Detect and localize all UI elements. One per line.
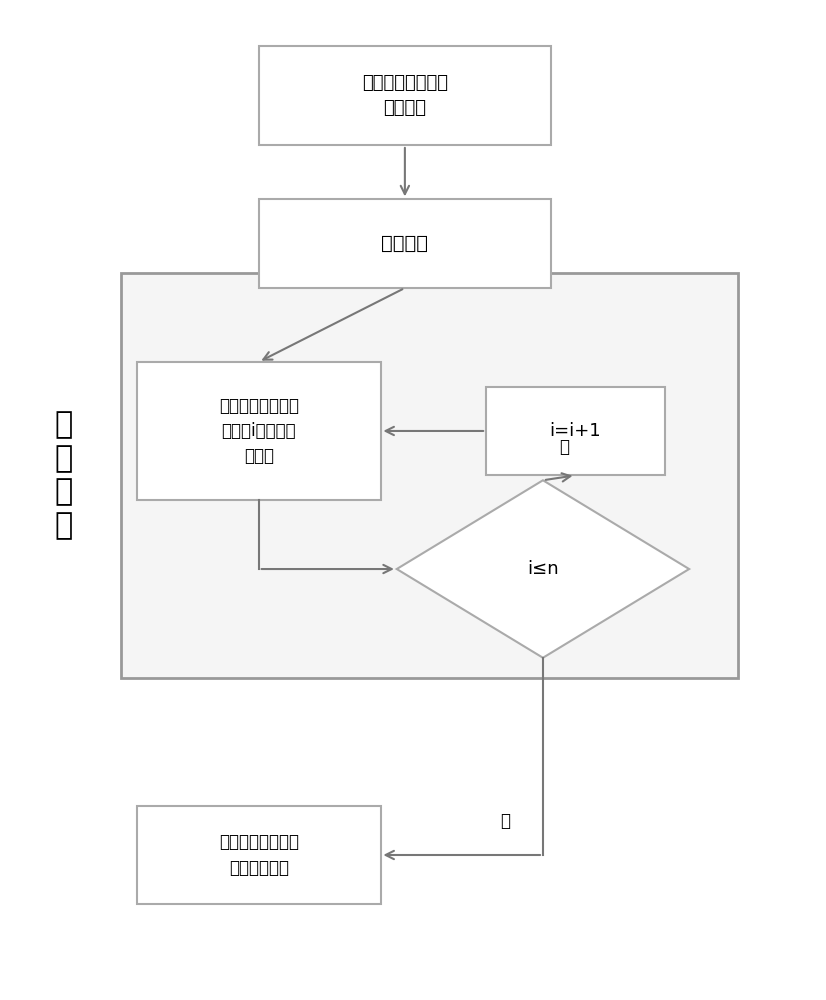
Text: 是: 是 [501,812,510,830]
Text: i=i+1: i=i+1 [549,422,601,440]
Bar [137,362,381,500]
Bar [259,46,551,145]
Text: 景
深
标
定: 景 深 标 定 [55,410,73,540]
Bar [486,387,665,475]
Bar [259,199,551,288]
Bar [121,273,738,678]
Text: 否: 否 [559,438,569,456]
Text: i≤n: i≤n [527,560,558,578]
Text: 电控装置带动标定
板在第i个位置标
定相机: 电控装置带动标定 板在第i个位置标 定相机 [219,397,299,465]
Polygon shape [396,480,689,658]
Text: 基于景深不同位置
的特征点重建: 基于景深不同位置 的特征点重建 [219,834,299,876]
Bar [137,806,381,904]
Text: 景深计算: 景深计算 [382,234,429,253]
Text: 根据测里要求优化
相机配置: 根据测里要求优化 相机配置 [362,74,448,117]
